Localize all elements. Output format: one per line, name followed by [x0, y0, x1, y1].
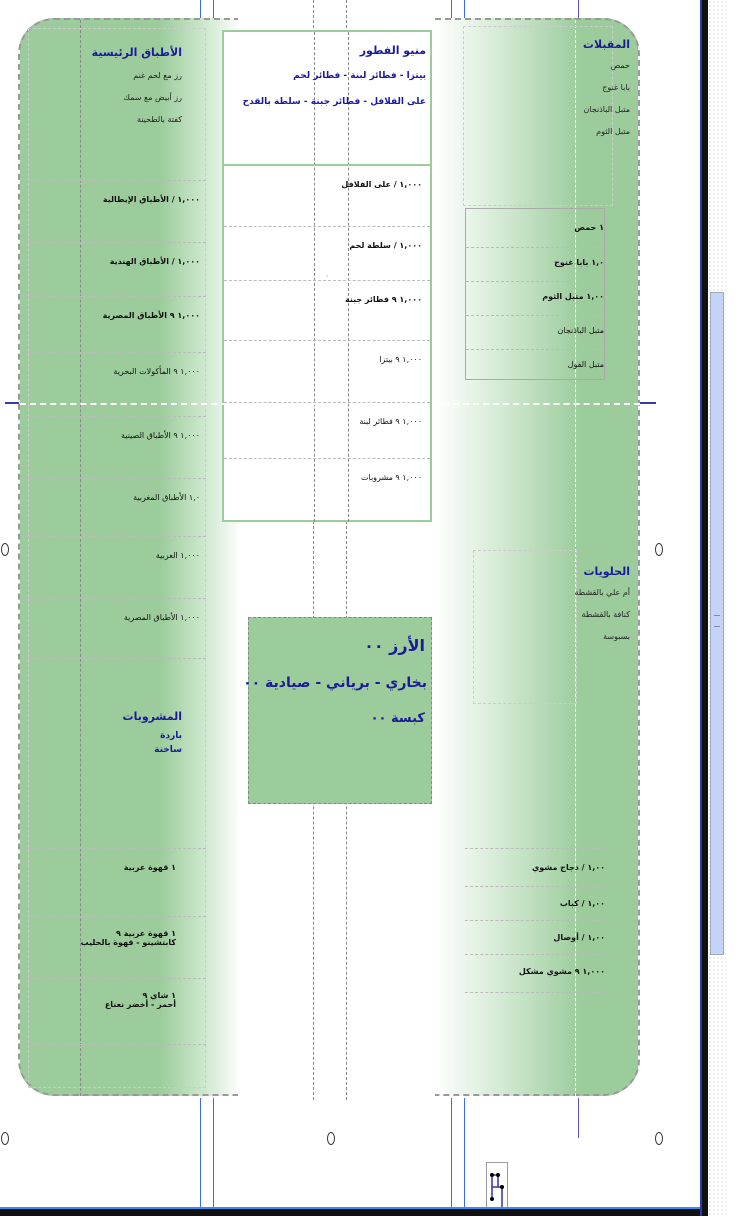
frame — [473, 550, 577, 704]
appetizers-list: ١ حمص ١,٠ بابا غنوج ١,٠٠ متبل الثوم متبل… — [465, 208, 605, 380]
menu-line: متبل الثوم — [596, 127, 630, 136]
rice-box: الأرز ٠٠ بخاري - برياني - صيادية ٠٠ كبسة… — [243, 617, 432, 804]
section-title: الأطباق الرئيسية — [91, 46, 182, 59]
list-item: ١,٠٠٠ العربية — [155, 551, 200, 560]
anchor-marker — [655, 543, 663, 556]
scrollbar-thumb[interactable] — [710, 292, 724, 955]
drinks-list: ١ قهوة عربية ١ قهوة عربية ٩ كابتشينو - قه… — [28, 848, 206, 1048]
guide-line — [200, 0, 201, 20]
fold-line — [20, 403, 640, 405]
frame — [28, 28, 206, 1088]
list-item: ١ شاي ٩ أحمر - أخضر نعناع — [104, 991, 176, 1009]
column-guide — [346, 0, 347, 1100]
list-item: ١ قهوة عربية ٩ كابتشينو - قهوة بالحليب — [80, 929, 176, 947]
guide-line — [5, 402, 19, 404]
list-item: ١,٠٠٠ الأطباق المصرية — [123, 613, 200, 622]
object-handle-icon[interactable] — [486, 1162, 508, 1216]
menu-line: بيتزا - فطائر لبنة - فطائر لحم — [293, 71, 426, 81]
rice-line: كبسة ٠٠ — [370, 711, 425, 726]
guide-line — [578, 1098, 579, 1138]
menu-line: بسبوسة — [603, 632, 630, 641]
list-item: ١,٠٠ / أوصال — [553, 933, 605, 942]
list-item: ١,٠٠٠ / الأطباق الإيطالية — [102, 195, 200, 204]
guide-line — [451, 0, 452, 20]
guide-line — [464, 1098, 465, 1208]
left-panel: الأطباق الرئيسية رز مع لحم غنم رز أبيض م… — [18, 18, 238, 1096]
list-item: ١,٠٠٠ ٩ المأكولات البحرية — [113, 367, 200, 376]
menu-line: أم علي بالقشطة — [574, 588, 631, 597]
list-item: ١,٠٠٠ / على الفلافل — [341, 180, 422, 189]
list-item: ١ قهوة عربية — [123, 863, 176, 872]
column-guide — [80, 20, 81, 1096]
breakfast-header: منيو الفطور بيتزا - فطائر لبنة - فطائر ل… — [222, 44, 426, 107]
list-item: متبل الفول — [567, 360, 604, 369]
vertical-scrollbar[interactable] — [708, 0, 726, 1216]
list-item: ١,٠ الأطباق المغربية — [133, 493, 200, 502]
section-title: المشروبات — [122, 710, 182, 723]
list-item: ١,٠٠٠ ٩ بيتزا — [379, 355, 422, 364]
menu-line: على الفلافل - فطائر جبنة - سلطة بالقدح — [242, 97, 426, 107]
list-item: ١,٠٠٠ ٩ فطائر جبنة — [345, 295, 422, 304]
column-guide — [314, 32, 315, 522]
grip-icon — [714, 615, 720, 627]
menu-line: ساخنة — [154, 745, 182, 755]
list-item: متبل الباذنجان — [557, 326, 605, 335]
guide-line — [451, 1098, 452, 1208]
main-dishes-block: الأطباق الرئيسية رز مع لحم غنم رز أبيض م… — [22, 46, 182, 131]
menu-line: باردة — [160, 731, 182, 741]
grill-list: ١,٠٠ / دجاج مشوي ١,٠٠ / كباب ١,٠٠ / أوصا… — [465, 848, 605, 994]
list-item: ١ حمص — [574, 223, 604, 232]
guide-line — [213, 0, 214, 20]
menu-line: رز مع لحم غنم — [133, 71, 182, 80]
guide-line — [213, 1098, 214, 1208]
list-item: ١,٠٠٠ / الأطباق الهندية — [109, 257, 200, 266]
guide-line — [578, 0, 579, 20]
column-guide — [575, 20, 576, 1096]
anchor-marker — [655, 1132, 663, 1145]
anchor-marker — [327, 1132, 335, 1145]
list-item: ١,٠٠٠ ٩ الأطباق الصينية — [120, 431, 200, 440]
drinks-block: المشروبات باردة ساخنة — [32, 710, 182, 755]
anchor-marker — [1, 543, 9, 556]
menu-line: كنافة بالقشطة — [581, 610, 630, 619]
column-guide — [313, 0, 314, 1100]
guide-line — [464, 0, 465, 20]
list-item: ١,٠٠ / كباب — [559, 899, 605, 908]
anchor-marker — [1, 1132, 9, 1145]
list-item: ١,٠٠ / دجاج مشوي — [531, 863, 605, 872]
guide-line — [640, 402, 656, 404]
section-title: المقبلات — [582, 38, 630, 51]
list-item: ١,٠٠ متبل الثوم — [542, 292, 604, 301]
right-panel: المقبلات حمص بابا غنوج متبل الباذنجان مت… — [435, 18, 640, 1096]
guide-line — [200, 1098, 201, 1208]
breakfast-box: منيو الفطور بيتزا - فطائر لبنة - فطائر ل… — [222, 30, 432, 522]
list-item: ١,٠٠٠ ٩ مشوي مشكل — [518, 967, 605, 976]
appetizers-block: المقبلات حمص بابا غنوج متبل الباذنجان مت… — [510, 38, 630, 143]
frame — [463, 26, 613, 206]
rice-line: بخاري - برياني - صيادية ٠٠ — [243, 675, 427, 691]
list-item: ١,٠٠٠ ٩ مشروبات — [360, 473, 422, 482]
list-item: ١,٠٠٠ ٩ الأطباق المصرية — [102, 311, 200, 320]
list-item: ١,٠٠٠ ٩ فطائر لبنة — [359, 417, 422, 426]
column-guide — [348, 32, 349, 522]
list-item: ١,٠ بابا غنوج — [554, 258, 604, 267]
section-title: الحلويات — [583, 565, 630, 578]
items-list: ١,٠٠٠ / الأطباق الإيطالية ١,٠٠٠ / الأطبا… — [28, 180, 206, 660]
menu-line: كفتة بالطحينة — [136, 115, 182, 124]
menu-line: رز أبيض مع سمك — [123, 93, 182, 102]
menu-line: حمص — [610, 61, 630, 70]
list-item: ١,٠٠٠ / سلطة لحم — [349, 241, 422, 250]
menu-line: بابا غنوج — [602, 83, 630, 92]
rice-title: الأرز ٠٠ — [364, 636, 425, 655]
section-title: منيو الفطور — [359, 44, 426, 57]
sweets-block: الحلويات أم علي بالقشطة كنافة بالقشطة بس… — [500, 565, 631, 648]
menu-line: متبل الباذنجان — [583, 105, 631, 114]
window-border — [700, 0, 708, 1216]
window-border — [0, 1207, 708, 1216]
